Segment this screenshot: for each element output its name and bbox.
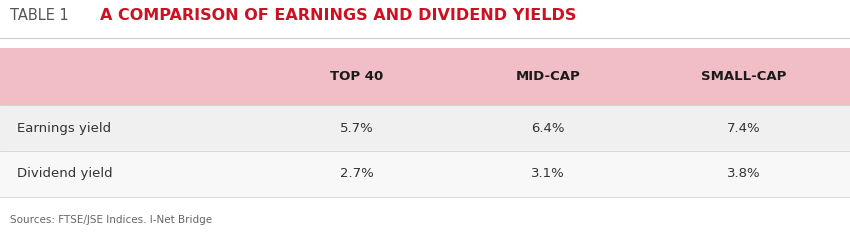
Bar: [0, 151, 850, 197]
Text: TOP 40: TOP 40: [331, 70, 383, 83]
Text: A COMPARISON OF EARNINGS AND DIVIDEND YIELDS: A COMPARISON OF EARNINGS AND DIVIDEND YI…: [100, 8, 576, 23]
Bar: [0, 48, 850, 105]
Text: 3.1%: 3.1%: [531, 167, 565, 180]
Text: 5.7%: 5.7%: [340, 122, 374, 135]
Text: 2.7%: 2.7%: [340, 167, 374, 180]
Text: 7.4%: 7.4%: [727, 122, 761, 135]
Text: 6.4%: 6.4%: [531, 122, 565, 135]
Text: TABLE 1: TABLE 1: [10, 8, 69, 23]
Text: 3.8%: 3.8%: [727, 167, 761, 180]
Text: Sources: FTSE/JSE Indices. I-Net Bridge: Sources: FTSE/JSE Indices. I-Net Bridge: [10, 215, 212, 225]
Text: Earnings yield: Earnings yield: [17, 122, 111, 135]
Text: SMALL-CAP: SMALL-CAP: [701, 70, 786, 83]
Text: MID-CAP: MID-CAP: [516, 70, 581, 83]
Text: Dividend yield: Dividend yield: [17, 167, 112, 180]
Bar: [0, 105, 850, 151]
